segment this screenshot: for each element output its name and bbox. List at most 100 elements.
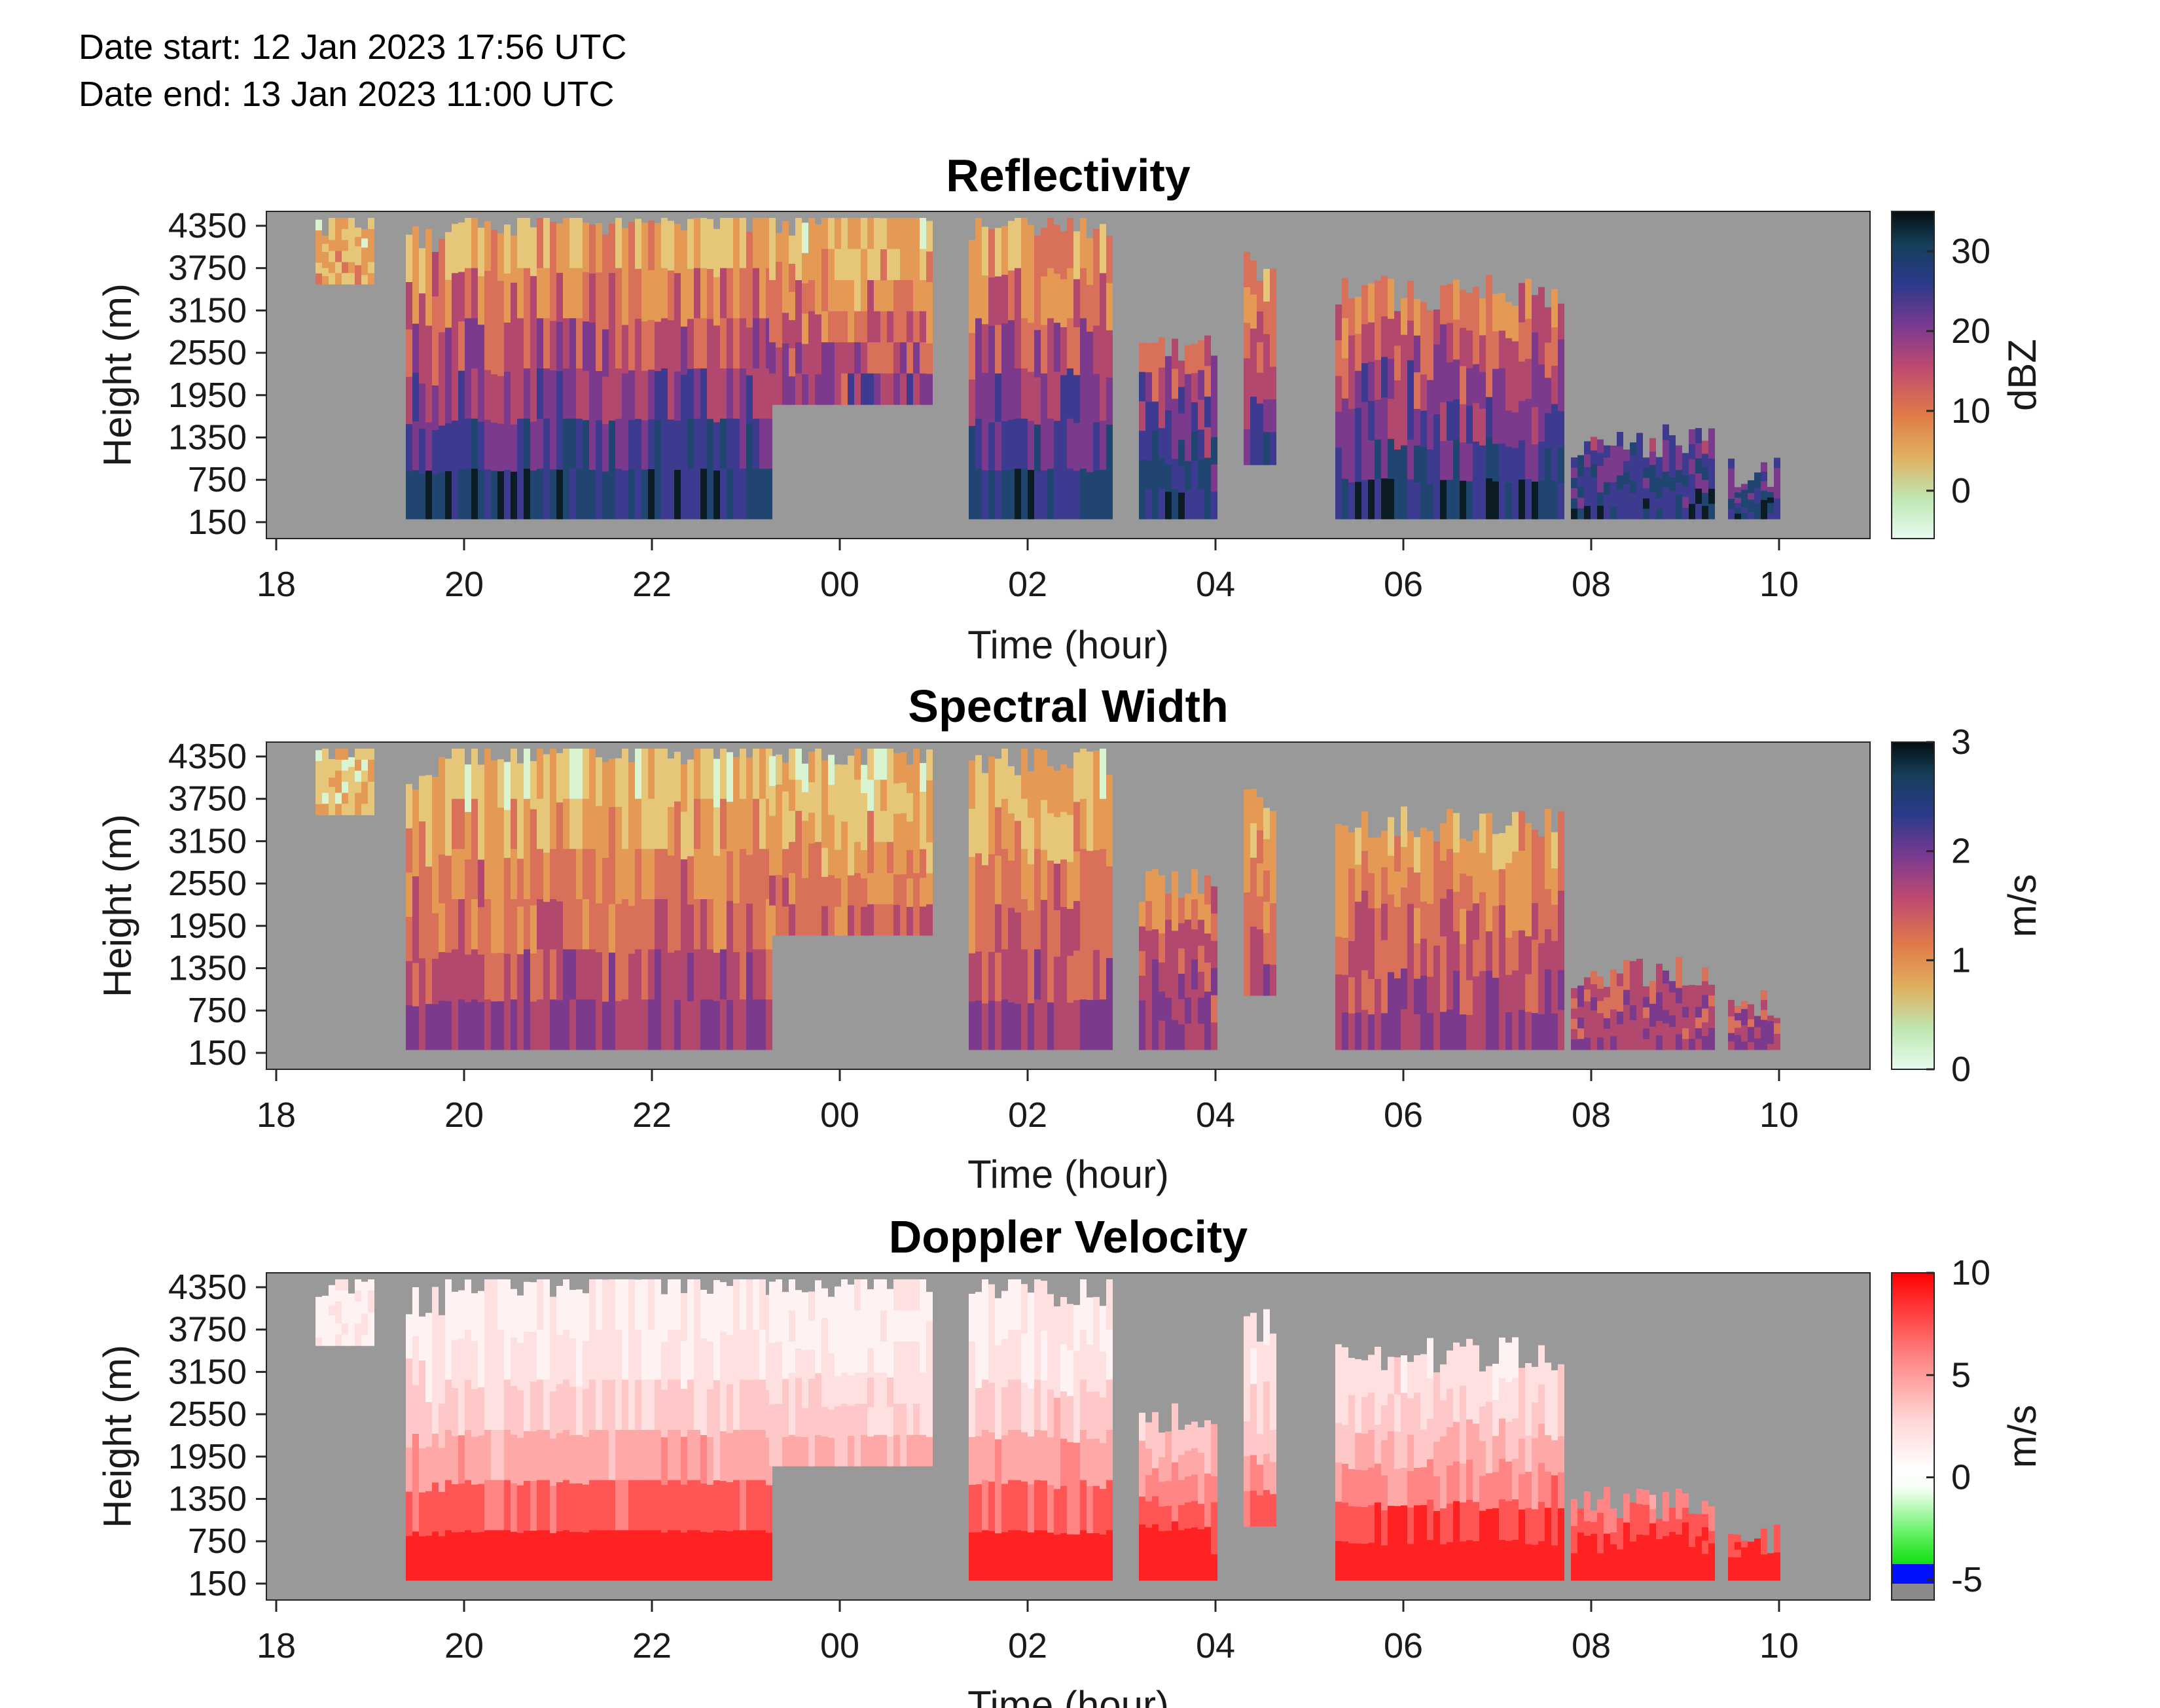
heatmap-cell: [491, 1530, 497, 1581]
heatmap-cell: [995, 373, 1001, 423]
heatmap-cell: [1584, 1013, 1591, 1026]
heatmap-cell: [1100, 224, 1106, 274]
heatmap-cell: [1211, 1424, 1217, 1451]
heatmap-cell: [517, 763, 524, 811]
heatmap-cell: [1643, 1028, 1649, 1040]
heatmap-cell: [681, 811, 687, 860]
heatmap-cell: [1741, 1033, 1748, 1042]
heatmap-cell: [1198, 1529, 1204, 1556]
heatmap-cell: [746, 1379, 753, 1431]
y-tick-label: 3150: [168, 291, 247, 330]
heatmap-cell: [1460, 1502, 1466, 1542]
heatmap-cell: [471, 949, 478, 1000]
heatmap-cell: [1519, 970, 1525, 1010]
heatmap-cell: [1172, 489, 1178, 520]
heatmap-cell: [1702, 967, 1708, 982]
heatmap-cell: [439, 1403, 445, 1448]
heatmap-cell: [821, 373, 828, 405]
heatmap-cell: [1761, 462, 1767, 472]
heatmap-cell: [1348, 372, 1355, 410]
heatmap-cell: [1073, 1351, 1080, 1397]
heatmap-cell: [713, 758, 720, 808]
heatmap-cell: [1735, 503, 1741, 509]
heatmap-cell: [1263, 399, 1270, 433]
heatmap-cell: [1401, 969, 1407, 1010]
heatmap-cell: [335, 749, 342, 760]
heatmap-cell: [641, 370, 648, 421]
heatmap-cell: [478, 1339, 484, 1388]
heatmap-cell: [1067, 1534, 1073, 1581]
colorbar: [1891, 211, 1935, 539]
heatmap-cell: [880, 873, 887, 905]
heatmap-cell: [1414, 335, 1420, 373]
heatmap-cell: [700, 1290, 707, 1339]
heatmap-cell: [1087, 425, 1093, 472]
heatmap-cell: [504, 1430, 511, 1481]
heatmap-cell: [583, 1341, 589, 1389]
heatmap-cell: [563, 1379, 569, 1431]
heatmap-cell: [1767, 492, 1774, 498]
heatmap-cell: [1440, 480, 1447, 520]
heatmap-cell: [867, 749, 874, 780]
heatmap-cell: [975, 952, 982, 1001]
heatmap-cell: [1447, 1350, 1453, 1389]
heatmap-cell: [661, 218, 668, 269]
heatmap-cell: [828, 785, 835, 815]
heatmap-cell: [1695, 1536, 1702, 1548]
heatmap-cell: [1663, 471, 1669, 488]
heatmap-cell: [1008, 1430, 1015, 1481]
heatmap-cell: [1139, 1552, 1145, 1581]
heatmap-cell: [1152, 989, 1159, 1020]
heatmap-cell: [342, 759, 348, 772]
heatmap-cell: [920, 1279, 926, 1311]
heatmap-cell: [668, 419, 674, 470]
heatmap-cell: [648, 749, 655, 800]
heatmap-cell: [1774, 1039, 1780, 1045]
heatmap-cell: [1047, 1533, 1054, 1581]
heatmap-cell: [622, 949, 628, 1000]
heatmap-cell: [1270, 1397, 1276, 1431]
heatmap-cell: [1414, 837, 1420, 873]
y-axis-label: Height (m): [96, 283, 139, 467]
heatmap-cell: [458, 1532, 465, 1581]
heatmap-cell: [835, 1436, 841, 1467]
heatmap-cell: [687, 1480, 694, 1531]
heatmap-cell: [1420, 938, 1427, 976]
heatmap-cell: [848, 342, 854, 374]
heatmap-cell: [982, 957, 988, 1005]
heatmap-cell: [1486, 1366, 1492, 1402]
heatmap-cell: [419, 1004, 425, 1050]
heatmap-cell: [661, 798, 668, 849]
heatmap-cell: [655, 371, 661, 421]
heatmap-cell: [926, 842, 933, 874]
heatmap-cell: [329, 758, 335, 769]
heatmap-cell: [1263, 366, 1270, 400]
heatmap-cell: [1139, 976, 1145, 1001]
heatmap-cell: [1093, 422, 1100, 471]
heatmap-cell: [1591, 970, 1597, 985]
heatmap-cell: [1538, 325, 1545, 365]
heatmap-cell: [361, 1292, 368, 1304]
heatmap-cell: [452, 1388, 458, 1436]
heatmap-cell: [1538, 1541, 1545, 1581]
heatmap-cell: [880, 280, 887, 312]
heatmap-cell: [1492, 444, 1499, 482]
heatmap-cell: [1375, 360, 1381, 400]
heatmap-cell: [661, 1485, 668, 1533]
heatmap-cell: [1407, 1507, 1414, 1544]
heatmap-cell: [432, 868, 439, 914]
heatmap-cell: [1414, 1014, 1420, 1050]
heatmap-cell: [1538, 943, 1545, 979]
heatmap-cell: [406, 234, 412, 283]
heatmap-cell: [569, 1338, 576, 1387]
heatmap-cell: [1407, 1434, 1414, 1472]
heatmap-cell: [1034, 424, 1041, 472]
heatmap-cell: [1145, 460, 1152, 490]
heatmap-cell: [1054, 224, 1060, 274]
heatmap-cell: [789, 842, 795, 874]
heatmap-cell: [602, 810, 609, 859]
heatmap-cell: [1420, 1504, 1427, 1543]
heatmap-cell: [995, 325, 1001, 374]
heatmap-cell: [1433, 946, 1440, 981]
heatmap-cell: [1361, 1544, 1368, 1581]
